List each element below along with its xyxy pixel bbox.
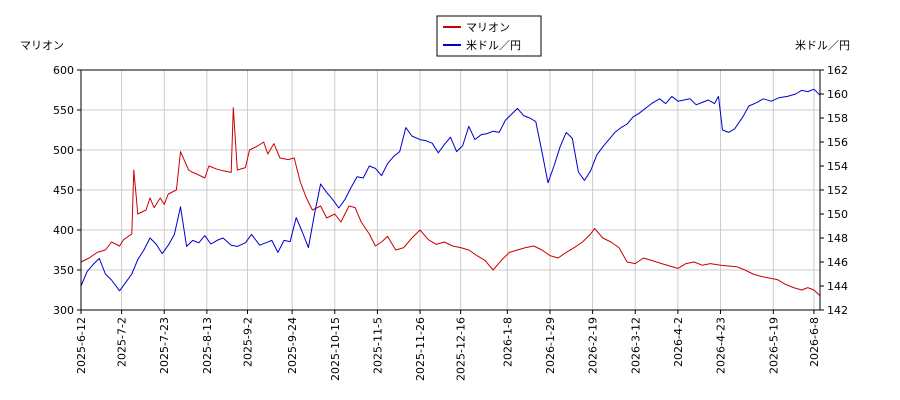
x-tick-label-2: 2025-7-23 xyxy=(158,317,171,374)
x-tick-label-17: 2026-6-8 xyxy=(808,317,821,367)
right-tick-label-1: 144 xyxy=(827,280,848,293)
x-tick-label-3: 2025-8-13 xyxy=(201,317,214,374)
right-tick-label-2: 146 xyxy=(827,256,848,269)
x-tick-label-6: 2025-10-15 xyxy=(329,317,342,381)
x-tick-label-5: 2025-9-24 xyxy=(286,317,299,374)
right-tick-label-5: 152 xyxy=(827,184,848,197)
grid-lines xyxy=(80,69,820,311)
x-tick-label-7: 2025-11-5 xyxy=(371,317,384,374)
right-tick-label-7: 156 xyxy=(827,136,848,149)
series-lines xyxy=(80,88,821,296)
left-tick-label-5: 550 xyxy=(53,104,74,117)
series-line-marion xyxy=(80,107,821,296)
x-tick-label-9: 2025-12-16 xyxy=(455,317,468,381)
series-line-usdjpy xyxy=(80,88,821,292)
right-axis: 142 144 146 148 150 152 154 156 158 160 162 xyxy=(820,64,848,317)
plot-frame xyxy=(80,69,821,311)
right-tick-label-8: 158 xyxy=(827,112,848,125)
right-tick-label-10: 162 xyxy=(827,64,848,77)
legend-label-marion: マリオン xyxy=(466,21,510,34)
left-tick-label-0: 300 xyxy=(53,304,74,317)
x-axis: 2025-6-12 2025-7-2 2025-7-23 2025-8-13 2025-… xyxy=(75,310,821,381)
left-tick-label-1: 350 xyxy=(53,264,74,277)
right-tick-label-3: 148 xyxy=(827,232,848,245)
legend: マリオン 米ドル／円 xyxy=(436,15,542,57)
legend-label-usdjpy: 米ドル／円 xyxy=(466,39,521,52)
x-tick-label-12: 2026-2-19 xyxy=(587,317,600,374)
left-tick-label-2: 400 xyxy=(53,224,74,237)
right-tick-label-4: 150 xyxy=(827,208,848,221)
legend-box xyxy=(436,15,542,57)
left-tick-label-6: 600 xyxy=(53,64,74,77)
right-tick-label-9: 160 xyxy=(827,88,848,101)
left-tick-label-3: 450 xyxy=(53,184,74,197)
right-axis-label: 米ドル／円 xyxy=(795,39,850,52)
x-tick-label-11: 2026-1-29 xyxy=(544,317,557,374)
left-tick-label-4: 500 xyxy=(53,144,74,157)
left-axis-label: マリオン xyxy=(20,39,64,52)
x-tick-label-1: 2025-7-2 xyxy=(116,317,129,367)
right-tick-label-6: 154 xyxy=(827,160,848,173)
right-tick-label-0: 142 xyxy=(827,304,848,317)
x-tick-label-8: 2025-11-26 xyxy=(414,317,427,381)
left-axis: 300 350 400 450 500 550 600 xyxy=(53,64,81,317)
x-tick-label-16: 2026-5-19 xyxy=(767,317,780,374)
x-tick-label-4: 2025-9-2 xyxy=(241,317,254,367)
x-tick-label-10: 2026-1-8 xyxy=(501,317,514,367)
x-tick-label-14: 2026-4-2 xyxy=(672,317,685,367)
x-tick-label-0: 2025-6-12 xyxy=(75,317,88,374)
x-tick-label-13: 2026-3-12 xyxy=(629,317,642,374)
x-tick-label-15: 2026-4-23 xyxy=(715,317,728,374)
